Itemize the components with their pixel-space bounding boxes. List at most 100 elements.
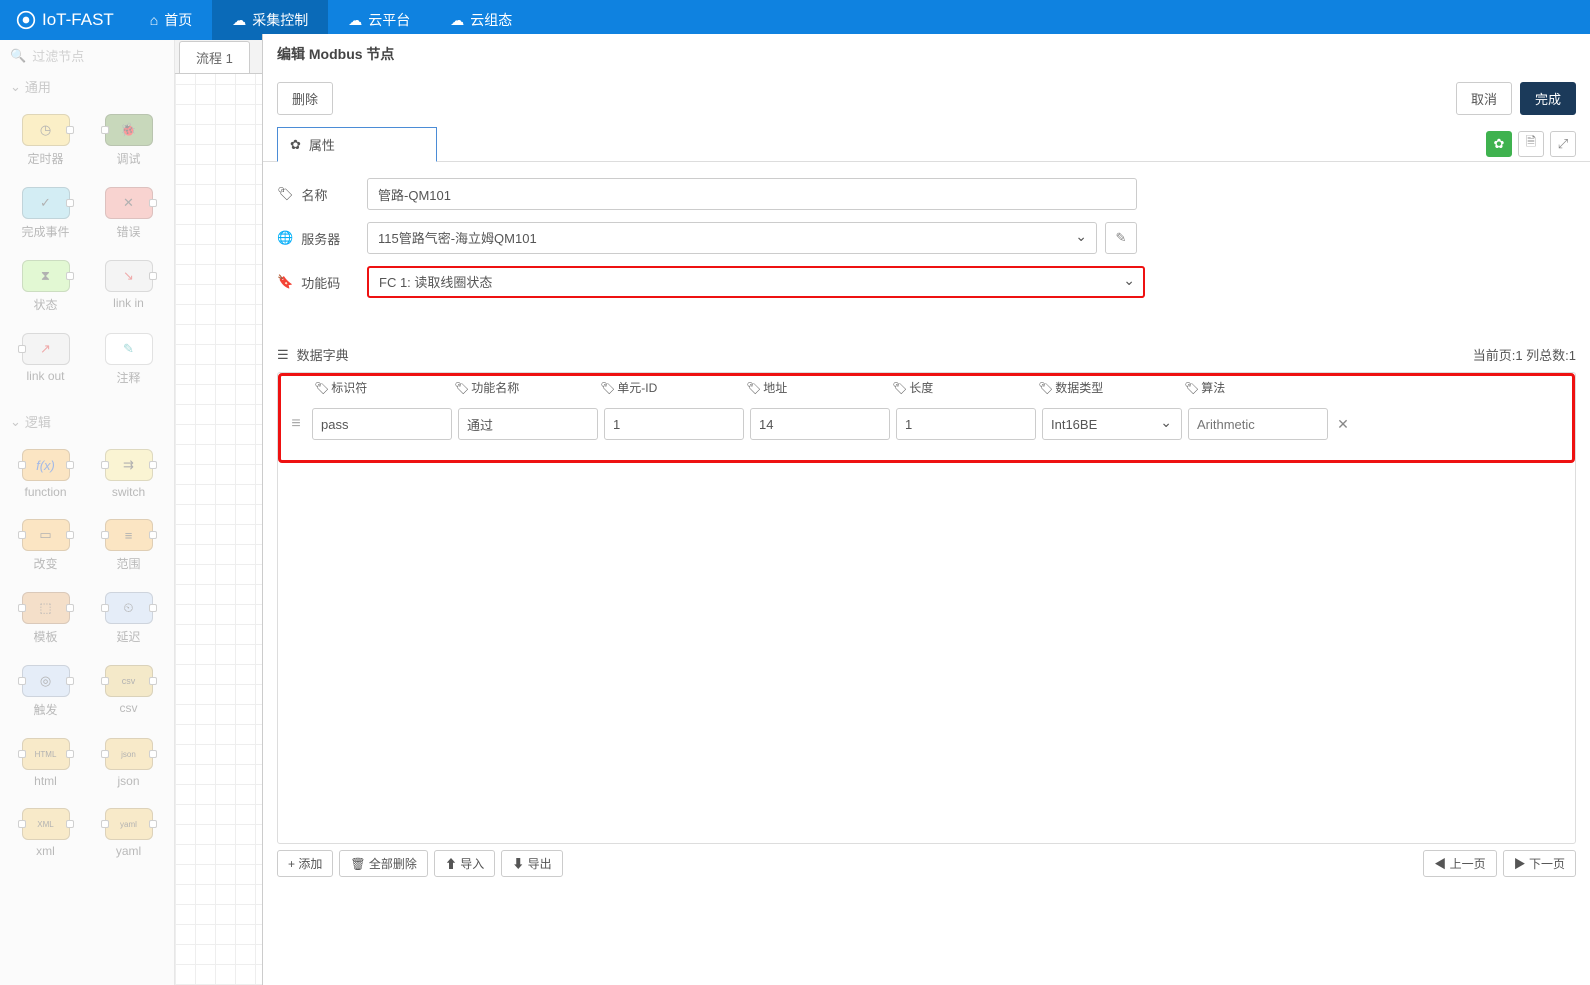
cell-algo[interactable] — [1188, 408, 1328, 440]
chevron-left-icon: ◀ — [1434, 857, 1449, 871]
cell-unit[interactable] — [604, 408, 744, 440]
palette: 🔍 过滤节点 ⌄通用 ◷定时器 🐞调试 ✓完成事件 ✕错误 ⧗状态 ↘link i… — [0, 40, 175, 985]
nav-home[interactable]: ⌂ 首页 — [130, 0, 212, 40]
trash-icon: 🗑 — [350, 857, 369, 871]
palette-section-logic[interactable]: ⌄逻辑 — [0, 406, 174, 437]
pal-xml[interactable]: XMLxml — [10, 808, 81, 858]
pal-state[interactable]: ⧗状态 — [10, 260, 81, 313]
palette-section-general[interactable]: ⌄通用 — [0, 71, 174, 102]
row-name: 🏷名称 — [277, 178, 1576, 210]
brand-icon — [16, 10, 36, 30]
file-icon: 🗎 — [1526, 133, 1536, 155]
cloud-download-icon: ☁ — [232, 12, 246, 29]
import-button[interactable]: ⬆ 导入 — [434, 850, 495, 877]
pal-comment[interactable]: ✎注释 — [93, 333, 164, 386]
palette-grid-general: ◷定时器 🐞调试 ✓完成事件 ✕错误 ⧗状态 ↘link in ↗link ou… — [0, 102, 174, 406]
label-server: 服务器 — [301, 229, 340, 248]
nav-collect-label: 采集控制 — [252, 10, 308, 30]
server-select[interactable]: 115管路气密-海立姆QM101 — [367, 222, 1097, 254]
pal-function[interactable]: f(x)function — [10, 449, 81, 499]
nav-config-label: 云组态 — [470, 10, 512, 30]
pal-html[interactable]: HTMLhtml — [10, 738, 81, 788]
cell-addr[interactable] — [750, 408, 890, 440]
pal-delay[interactable]: ⏲延迟 — [93, 592, 164, 645]
editor-title: 编辑 Modbus 节点 — [263, 34, 1590, 74]
brand-text: IoT-FAST — [42, 10, 114, 30]
chevron-right-icon: ▶ — [1514, 857, 1529, 871]
cell-dtype[interactable]: Int16BE — [1042, 408, 1182, 440]
expand-button[interactable]: ⤢ — [1550, 131, 1576, 157]
editor-form: 🏷名称 🌐 服务器 115管路气密-海立姆QM101 ✎ 🔖功能码 FC 1: 读… — [263, 162, 1590, 326]
page-info: 当前页:1 列总数:1 — [1473, 345, 1576, 364]
tag-icon: 🏷 — [454, 381, 469, 395]
nav-home-label: 首页 — [164, 10, 192, 30]
pal-json[interactable]: jsonjson — [93, 738, 164, 788]
pal-change[interactable]: ▭改变 — [10, 519, 81, 572]
brand: IoT-FAST — [0, 10, 130, 30]
export-button[interactable]: ⬇ 导出 — [501, 850, 562, 877]
node-editor: 编辑 Modbus 节点 删除 取消 完成 ✿属性 ✿ 🗎 ⤢ 🏷名称 🌐 服务器… — [262, 34, 1590, 985]
tag-icon: 🏷 — [1038, 381, 1053, 395]
dict-row: ≡ Int16BE ✕ — [278, 402, 1575, 446]
row-fc: 🔖功能码 FC 1: 读取线圈状态 — [277, 266, 1576, 298]
label-fc: 功能码 — [301, 273, 340, 292]
globe-icon: 🌐 — [277, 230, 293, 246]
pal-csv[interactable]: csvcsv — [93, 665, 164, 718]
pal-switch[interactable]: ⇉switch — [93, 449, 164, 499]
palette-search-placeholder: 过滤节点 — [32, 46, 84, 65]
drag-handle[interactable]: ≡ — [286, 415, 306, 433]
done-button[interactable]: 完成 — [1520, 82, 1576, 115]
pal-template[interactable]: ⬚模板 — [10, 592, 81, 645]
env-button[interactable]: ✿ — [1486, 131, 1512, 157]
palette-grid-logic: f(x)function ⇉switch ▭改变 ≡范围 ⬚模板 ⏲延迟 ◎触发… — [0, 437, 174, 878]
dict-footer: + 添加 🗑 全部删除 ⬆ 导入 ⬇ 导出 ◀ 上一页 ▶ 下一页 — [263, 844, 1590, 883]
editor-actions: 删除 取消 完成 — [263, 74, 1590, 127]
pal-link-out[interactable]: ↗link out — [10, 333, 81, 386]
cell-fname[interactable] — [458, 408, 598, 440]
dict-header: ☰数据字典 当前页:1 列总数:1 — [263, 326, 1590, 372]
pal-yaml[interactable]: yamlyaml — [93, 808, 164, 858]
prev-page-button[interactable]: ◀ 上一页 — [1423, 850, 1496, 877]
flow-tab[interactable]: 流程 1 — [179, 41, 250, 73]
fc-select[interactable]: FC 1: 读取线圈状态 — [367, 266, 1145, 298]
pal-range[interactable]: ≡范围 — [93, 519, 164, 572]
nav-cloud-label: 云平台 — [368, 10, 410, 30]
dict-table: 🏷标识符 🏷功能名称 🏷单元-ID 🏷地址 🏷长度 🏷数据类型 🏷算法 ≡ In… — [277, 372, 1576, 844]
tag-icon: 🏷 — [600, 381, 615, 395]
doc-button[interactable]: 🗎 — [1518, 131, 1544, 157]
tab-properties[interactable]: ✿属性 — [277, 127, 437, 162]
pal-debug[interactable]: 🐞调试 — [93, 114, 164, 167]
label-dict: 数据字典 — [297, 345, 349, 364]
palette-search[interactable]: 🔍 过滤节点 — [0, 40, 174, 71]
layout-icon: ☁ — [450, 12, 464, 29]
home-icon: ⌂ — [150, 12, 158, 28]
download-icon: ⬇ — [512, 857, 527, 871]
pal-trigger[interactable]: ◎触发 — [10, 665, 81, 718]
pencil-icon: ✎ — [1116, 230, 1127, 246]
pal-link-in[interactable]: ↘link in — [93, 260, 164, 313]
cell-len[interactable] — [896, 408, 1036, 440]
pal-error[interactable]: ✕错误 — [93, 187, 164, 240]
delete-all-button[interactable]: 🗑 全部删除 — [339, 850, 428, 877]
upload-icon: ⬆ — [445, 857, 460, 871]
cloud-icon: ☁ — [348, 12, 362, 29]
tag-icon: 🏷 — [746, 381, 761, 395]
delete-button[interactable]: 删除 — [277, 82, 333, 115]
expand-icon: ⤢ — [1558, 136, 1568, 152]
tag-icon: 🏷 — [314, 381, 329, 395]
chevron-down-icon: ⌄ — [10, 414, 21, 430]
cancel-button[interactable]: 取消 — [1456, 82, 1512, 115]
search-icon: 🔍 — [10, 48, 26, 64]
gear-icon: ✿ — [290, 137, 301, 153]
name-input[interactable] — [367, 178, 1137, 210]
tag-icon: 🏷 — [892, 381, 907, 395]
add-row-button[interactable]: + 添加 — [277, 850, 333, 877]
pal-done[interactable]: ✓完成事件 — [10, 187, 81, 240]
edit-server-button[interactable]: ✎ — [1105, 222, 1137, 254]
pal-timer[interactable]: ◷定时器 — [10, 114, 81, 167]
remove-row-button[interactable]: ✕ — [1334, 416, 1352, 433]
tag-icon: 🏷 — [277, 186, 294, 202]
cell-id[interactable] — [312, 408, 452, 440]
next-page-button[interactable]: ▶ 下一页 — [1503, 850, 1576, 877]
gear-icon: ✿ — [1494, 136, 1505, 152]
